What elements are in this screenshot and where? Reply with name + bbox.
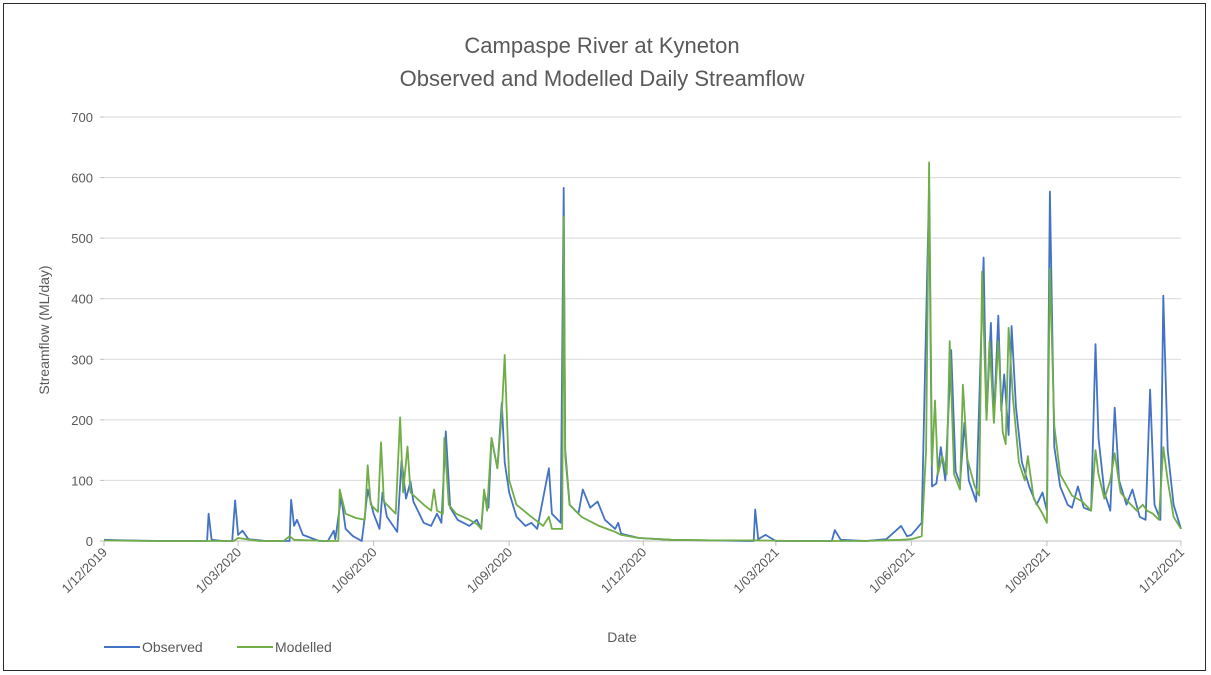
y-tick-label-600: 600 [71, 171, 93, 186]
x-tick-label-6: 1/06/2021 [866, 545, 918, 597]
x-axis-title: Date [607, 629, 637, 645]
x-tick-label-8: 1/12/2021 [1136, 545, 1188, 597]
series-lines [103, 161, 1182, 542]
series-line-modelled [103, 161, 1182, 542]
y-tick-label-300: 300 [71, 352, 93, 367]
x-tick-label-4: 1/12/2020 [598, 545, 650, 597]
x-tick-label-1: 1/03/2020 [193, 545, 245, 597]
x-tick-label-3: 1/09/2020 [464, 545, 516, 597]
x-tick-label-2: 1/06/2020 [328, 545, 380, 597]
y-tick-label-400: 400 [71, 292, 93, 307]
x-tick-label-5: 1/03/2021 [730, 545, 782, 597]
y-tick-label-500: 500 [71, 231, 93, 246]
x-tick-label-0: 1/12/2019 [59, 545, 111, 597]
y-axis-title: Streamflow (ML/day) [36, 265, 52, 394]
axes [100, 116, 1182, 546]
y-tick-label-0: 0 [86, 534, 93, 549]
series-line-observed [103, 185, 1182, 542]
gridlines [104, 116, 1181, 481]
legend-label-modelled: Modelled [275, 639, 332, 655]
chart-frame [3, 3, 1206, 671]
y-tick-label-100: 100 [71, 473, 93, 488]
chart-subtitle: Observed and Modelled Daily Streamflow [400, 66, 805, 91]
legend: Observed Modelled [104, 639, 332, 655]
y-tick-label-700: 700 [71, 110, 93, 125]
x-tick-label-7: 1/09/2021 [1002, 545, 1054, 597]
tick-labels: 0 100 200 300 400 500 600 700 1/12/2019 1/03/2020… [59, 110, 1188, 596]
y-tick-label-200: 200 [71, 413, 93, 428]
legend-label-observed: Observed [142, 639, 203, 655]
chart-title: Campaspe River at Kyneton [464, 33, 739, 58]
